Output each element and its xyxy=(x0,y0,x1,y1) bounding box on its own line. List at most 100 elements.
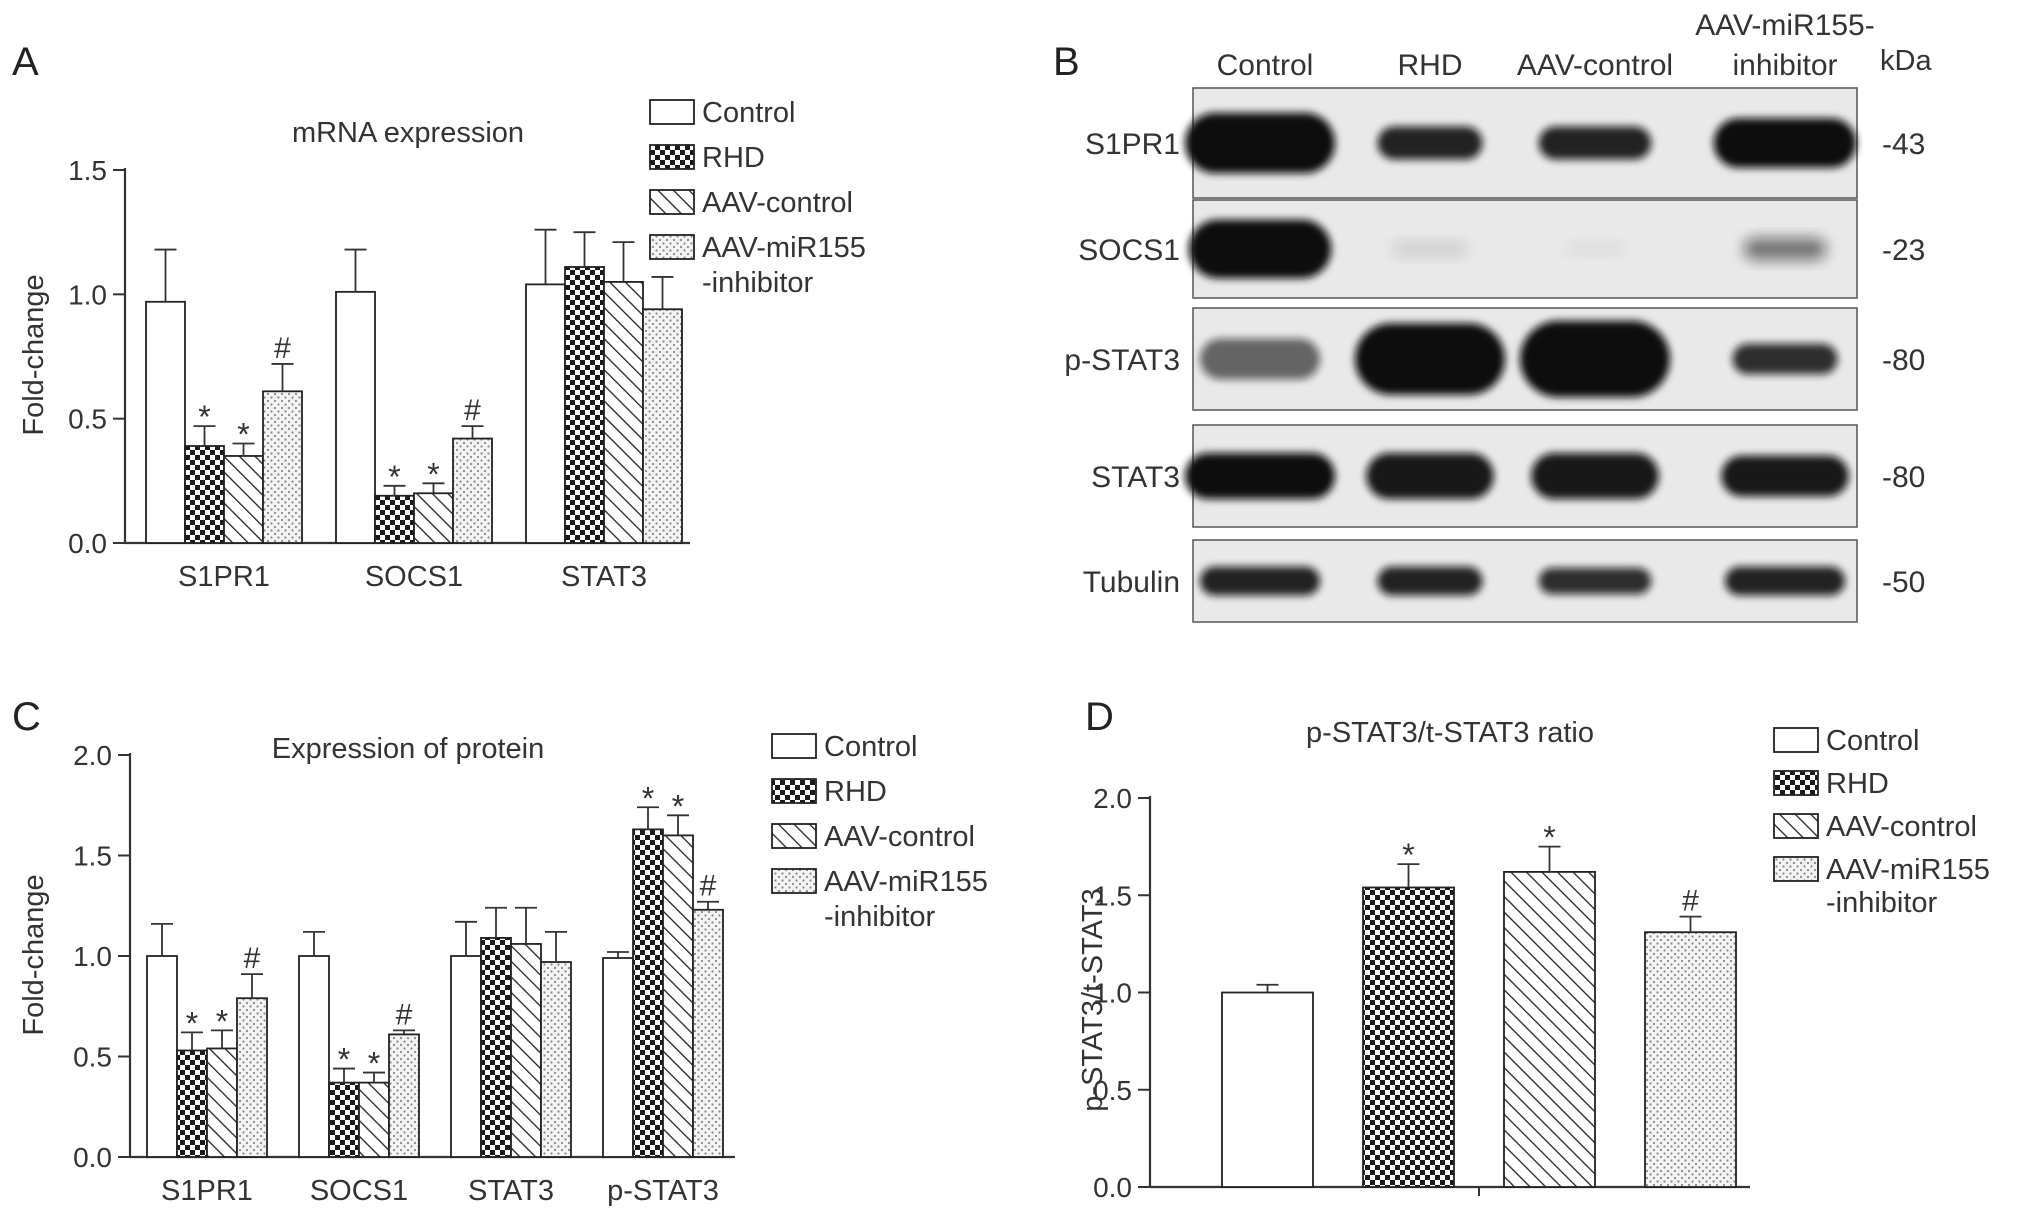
blot-band xyxy=(1520,320,1670,398)
bar-aav-control xyxy=(603,280,644,544)
legend-label: Control xyxy=(824,731,918,763)
blot-band xyxy=(1188,219,1332,279)
blot-band xyxy=(1732,343,1838,375)
legend-swatch xyxy=(1773,856,1819,882)
y-tick-label: 1.0 xyxy=(68,279,107,310)
bar-aav-control xyxy=(206,1047,238,1158)
bar-aav-mir155--inhibitor xyxy=(262,390,303,544)
significance-star: * xyxy=(672,788,684,824)
legend-label: AAV-miR155 xyxy=(1826,854,1990,886)
x-tick-label: STAT3 xyxy=(468,1175,554,1207)
y-tick-label: 0.0 xyxy=(68,528,107,559)
bar-control xyxy=(602,957,634,1158)
significance-star: * xyxy=(338,1042,350,1078)
y-tick-label: 1.0 xyxy=(1093,978,1132,1009)
legend-label: RHD xyxy=(702,142,765,174)
blot-row-label: Tubulin xyxy=(1083,566,1180,599)
blot-band xyxy=(1185,112,1335,174)
blot-band xyxy=(1355,323,1505,395)
significance-hash: # xyxy=(274,332,291,365)
bar-control xyxy=(145,300,186,544)
bar-aav-mir155--inhibitor xyxy=(388,1033,420,1158)
legend-swatch xyxy=(649,189,695,215)
y-tick-label: 0.5 xyxy=(73,1042,112,1073)
blot-band xyxy=(1565,243,1625,255)
blot-band xyxy=(1185,453,1335,499)
chart-title: mRNA expression xyxy=(292,117,524,149)
blot-band xyxy=(1200,338,1320,380)
legend-swatch xyxy=(771,778,817,804)
legend-swatch xyxy=(1773,813,1819,839)
bar-aav-control xyxy=(662,834,694,1158)
significance-star: * xyxy=(216,1003,228,1039)
blot-kda-value: -43 xyxy=(1882,128,1925,161)
blot-column-label: RHD xyxy=(1398,49,1463,82)
y-tick-label: 2.0 xyxy=(1093,783,1132,814)
bar-rhd xyxy=(1362,886,1455,1188)
panel-letter: A xyxy=(12,40,39,84)
bar-rhd xyxy=(632,828,664,1158)
legend-label: AAV-control xyxy=(824,821,975,853)
y-tick-label: 0.0 xyxy=(73,1142,112,1173)
legend-label: AAV-miR155 xyxy=(702,232,866,264)
legend-swatch xyxy=(649,99,695,125)
y-tick-label: 2.0 xyxy=(73,740,112,771)
kda-label: kDa xyxy=(1880,45,1932,77)
x-tick-label: p-STAT3 xyxy=(607,1175,719,1207)
blot-band xyxy=(1743,238,1827,260)
legend-swatch xyxy=(771,823,817,849)
bar-aav-control xyxy=(413,492,454,544)
chart-title: Expression of protein xyxy=(272,733,544,765)
blot-band xyxy=(1392,241,1468,257)
legend-label: AAV-miR155 xyxy=(824,866,988,898)
significance-star: * xyxy=(427,456,439,492)
blot-column-label: AAV-control xyxy=(1517,49,1673,82)
significance-hash: # xyxy=(244,942,261,975)
bar-rhd xyxy=(374,494,415,544)
legend-label: RHD xyxy=(1826,768,1889,800)
legend-swatch xyxy=(649,234,695,260)
panel-letter: D xyxy=(1085,695,1114,739)
blot-band xyxy=(1725,566,1845,596)
bar-control xyxy=(146,955,178,1158)
significance-star: * xyxy=(1402,837,1414,873)
blot-band xyxy=(1721,455,1849,497)
blot-band xyxy=(1377,566,1483,596)
y-tick-label: 0.0 xyxy=(1093,1172,1132,1203)
legend-swatch xyxy=(1773,770,1819,796)
blot-band xyxy=(1531,453,1659,499)
y-axis-label: Fold-change xyxy=(18,274,50,435)
blot-column-label: AAV-miR155- xyxy=(1695,9,1875,42)
y-axis-label: Fold-change xyxy=(18,874,50,1035)
significance-star: * xyxy=(368,1046,380,1082)
bar-aav-control xyxy=(510,943,542,1158)
legend-swatch xyxy=(771,868,817,894)
legend-label: Control xyxy=(702,97,796,129)
bar-rhd xyxy=(564,266,605,544)
significance-star: * xyxy=(198,399,210,435)
panel-b-western-blot: B Control RHD AAV-control AAV-miR155- inhibit… xyxy=(1053,9,1932,623)
x-tick-label: STAT3 xyxy=(561,561,647,593)
bar-rhd xyxy=(328,1081,360,1158)
legend-swatch xyxy=(771,733,817,759)
y-axis-label: p-STAT3/t-STAT3 xyxy=(1077,888,1109,1111)
bar-control xyxy=(335,290,376,544)
significance-hash: # xyxy=(700,870,717,903)
bar-rhd xyxy=(480,937,512,1158)
legend-label: RHD xyxy=(824,776,887,808)
legend-label: AAV-control xyxy=(1826,811,1977,843)
blot-row-label: SOCS1 xyxy=(1078,234,1180,267)
blot-band xyxy=(1200,566,1320,596)
x-tick-label: SOCS1 xyxy=(310,1175,408,1207)
legend-label-continuation: -inhibitor xyxy=(824,901,936,933)
blot-kda-value: -80 xyxy=(1882,461,1925,494)
bar-aav-control xyxy=(358,1081,390,1158)
bar-aav-mir155--inhibitor xyxy=(1644,931,1737,1188)
legend-label-continuation: -inhibitor xyxy=(702,267,814,299)
blot-band xyxy=(1377,126,1483,160)
x-tick-label: S1PR1 xyxy=(161,1175,253,1207)
blot-band xyxy=(1366,453,1494,499)
blot-row-label: p-STAT3 xyxy=(1064,344,1180,377)
